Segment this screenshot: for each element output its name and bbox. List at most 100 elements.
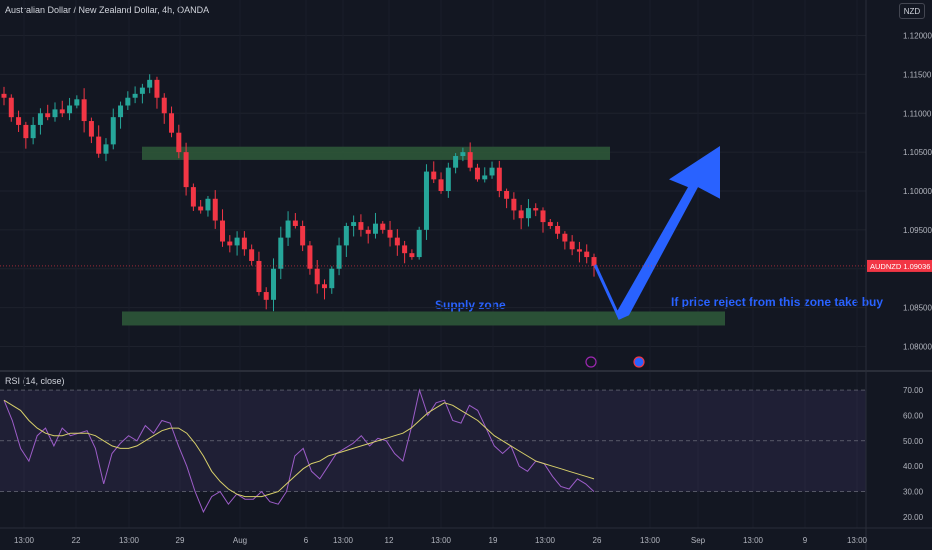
time-tick-label: 6 bbox=[304, 536, 309, 545]
candle-body bbox=[562, 233, 568, 242]
candle-body bbox=[292, 220, 298, 226]
candle-body bbox=[212, 198, 218, 221]
candles-layer bbox=[1, 74, 597, 312]
candle-body bbox=[271, 268, 277, 300]
candle-body bbox=[555, 225, 561, 234]
candle-body bbox=[380, 223, 386, 230]
candle-body bbox=[336, 245, 342, 269]
time-tick-label: 9 bbox=[803, 536, 808, 545]
time-tick-label: 19 bbox=[489, 536, 498, 545]
candle-body bbox=[118, 105, 124, 118]
candle-body bbox=[278, 237, 284, 269]
candle-body bbox=[394, 237, 400, 246]
candle-body bbox=[387, 229, 393, 238]
time-tick-label: 13:00 bbox=[847, 536, 868, 545]
candle-body bbox=[103, 144, 109, 154]
candle-body bbox=[110, 117, 116, 145]
flash-icon bbox=[585, 356, 597, 368]
candle-body bbox=[504, 191, 510, 199]
candle-body bbox=[307, 245, 313, 269]
time-tick-label: 13:00 bbox=[14, 536, 35, 545]
time-tick-label: 13:00 bbox=[431, 536, 452, 545]
candle-body bbox=[139, 87, 145, 94]
time-tick-label: 13:00 bbox=[333, 536, 354, 545]
rsi-tick-label: 20.00 bbox=[903, 513, 924, 522]
rsi-title: RSI (14, close) bbox=[5, 376, 65, 386]
candle-body bbox=[96, 136, 102, 154]
candle-body bbox=[169, 113, 175, 133]
candle-body bbox=[351, 222, 357, 226]
candle-body bbox=[132, 93, 138, 98]
time-tick-label: 22 bbox=[72, 536, 81, 545]
rsi-layer bbox=[0, 388, 866, 514]
candle-body bbox=[256, 260, 262, 293]
candle-body bbox=[453, 156, 459, 168]
rsi-tick-label: 40.00 bbox=[903, 462, 924, 471]
candle-body bbox=[343, 225, 349, 246]
candle-body bbox=[321, 284, 327, 289]
price-tick-label: 1.08000 bbox=[903, 342, 932, 351]
candle-body bbox=[220, 220, 226, 242]
candle-body bbox=[147, 79, 153, 88]
time-tick-label: 13:00 bbox=[535, 536, 556, 545]
rsi-tick-label: 50.00 bbox=[903, 437, 924, 446]
candle-body bbox=[547, 222, 553, 226]
candle-body bbox=[518, 210, 524, 219]
candle-body bbox=[540, 210, 546, 223]
candle-body bbox=[533, 208, 539, 211]
candle-body bbox=[198, 206, 204, 211]
candle-body bbox=[125, 97, 131, 106]
candle-body bbox=[431, 171, 437, 180]
candle-body bbox=[59, 109, 65, 114]
candle-body bbox=[30, 124, 36, 139]
candle-body bbox=[496, 167, 502, 191]
time-tick-label: Aug bbox=[233, 536, 247, 545]
price-tick-label: 1.11000 bbox=[903, 109, 932, 118]
candle-body bbox=[227, 241, 233, 246]
candle-body bbox=[154, 79, 160, 98]
candle-body bbox=[183, 152, 189, 188]
candle-body bbox=[234, 237, 240, 246]
candle-body bbox=[423, 171, 429, 230]
candle-body bbox=[525, 208, 531, 219]
candle-body bbox=[205, 198, 211, 211]
candle-body bbox=[241, 237, 247, 250]
candle-body bbox=[52, 109, 58, 118]
candle-body bbox=[67, 105, 73, 114]
projection-arrow bbox=[593, 146, 720, 320]
candle-body bbox=[482, 175, 488, 180]
candle-body bbox=[314, 268, 320, 285]
candle-body bbox=[74, 99, 80, 106]
candle-body bbox=[372, 223, 378, 234]
candle-body bbox=[402, 245, 408, 254]
candle-body bbox=[438, 179, 444, 191]
rsi-line bbox=[3, 388, 595, 514]
candle-body bbox=[249, 249, 255, 261]
price-tick-label: 1.09500 bbox=[903, 226, 932, 235]
news-icon bbox=[633, 356, 645, 368]
supply-zone-label: Supply zone bbox=[435, 298, 506, 312]
price-tick-label: 1.12000 bbox=[903, 32, 932, 41]
chart-title: Australian Dollar / New Zealand Dollar, … bbox=[5, 5, 210, 15]
time-tick-label: 29 bbox=[176, 536, 185, 545]
candle-body bbox=[445, 167, 451, 191]
candle-body bbox=[81, 99, 87, 122]
price-tick-label: 1.10000 bbox=[903, 187, 932, 196]
supply-zone-rect bbox=[142, 146, 610, 160]
rsi-tick-label: 30.00 bbox=[903, 488, 924, 497]
time-tick-label: 13:00 bbox=[743, 536, 764, 545]
candle-body bbox=[416, 229, 422, 258]
projection-arrow-leg bbox=[593, 264, 622, 320]
price-tick-label: 1.10500 bbox=[903, 148, 932, 157]
rsi-tick-label: 70.00 bbox=[903, 386, 924, 395]
candle-body bbox=[285, 220, 291, 238]
candle-body bbox=[489, 167, 495, 176]
currency-button[interactable]: NZD bbox=[899, 3, 925, 19]
candle-body bbox=[569, 241, 575, 250]
candle-body bbox=[584, 251, 590, 258]
candle-body bbox=[263, 292, 269, 300]
price-tick-label: 1.08500 bbox=[903, 304, 932, 313]
candle-body bbox=[474, 167, 480, 180]
